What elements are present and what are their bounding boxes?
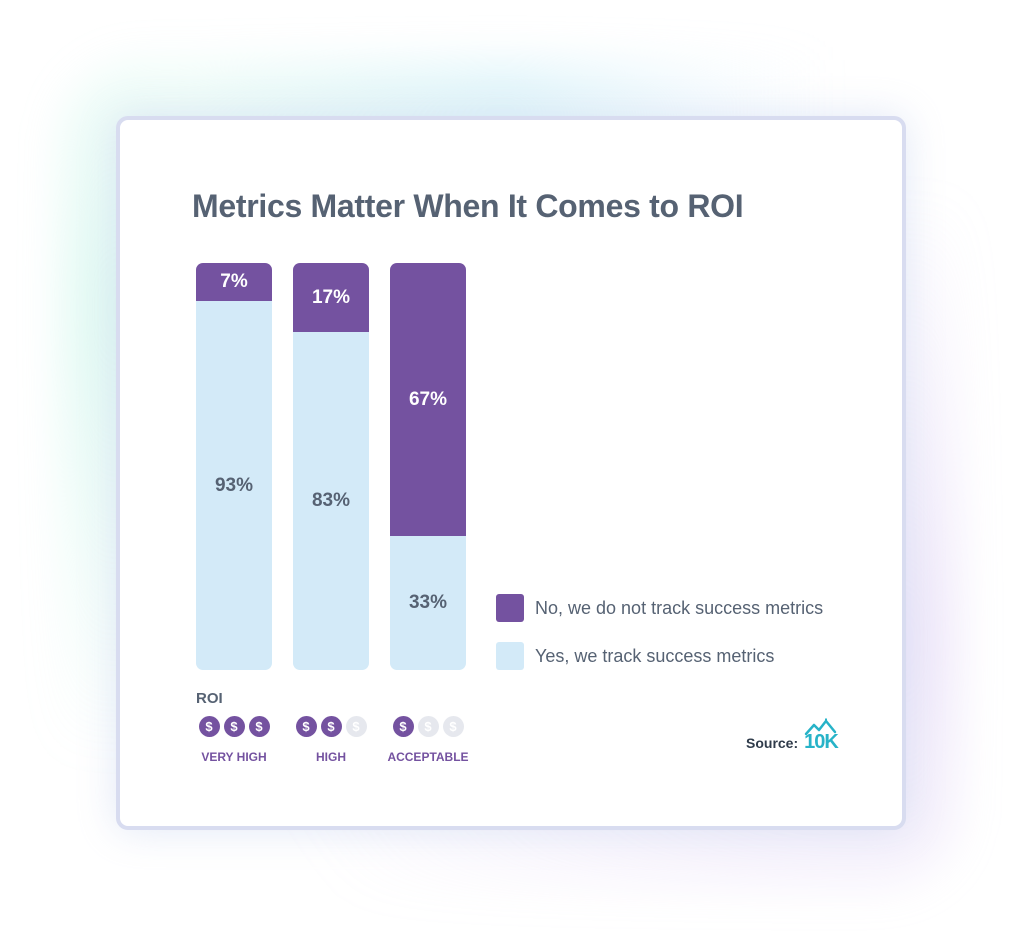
roi-rating: $ $ $ bbox=[293, 716, 369, 737]
dollar-coin-icon: $ bbox=[345, 716, 367, 737]
legend-label-yes: Yes, we track success metrics bbox=[535, 645, 775, 666]
category-label: ACCEPTABLE bbox=[387, 750, 469, 764]
dollar-coin-icon: $ bbox=[392, 716, 414, 737]
mountain-house-icon bbox=[804, 718, 837, 736]
bar-segment-no: 17% bbox=[293, 263, 369, 332]
roi-rating: $ $ $ bbox=[390, 716, 466, 737]
bar-stack: 7% 93% bbox=[196, 263, 272, 670]
logo-text: 10K bbox=[804, 731, 839, 753]
bar-segment-yes: 93% bbox=[196, 301, 272, 670]
dollar-coin-icon: $ bbox=[417, 716, 439, 737]
bar-stack: 67% 33% bbox=[390, 263, 466, 670]
legend-swatch-no bbox=[496, 594, 524, 622]
category-label: HIGH bbox=[316, 750, 346, 764]
bar-segment-no: 7% bbox=[196, 263, 272, 301]
roi-label: ROI bbox=[196, 690, 223, 707]
legend-item-yes: Yes, we track success metrics bbox=[496, 642, 774, 670]
legend-swatch-yes bbox=[496, 642, 524, 670]
roi-rating: $ $ $ bbox=[196, 716, 272, 737]
dollar-coin-icon: $ bbox=[320, 716, 342, 737]
dollar-coin-icon: $ bbox=[442, 716, 464, 737]
dollar-coin-icon: $ bbox=[248, 716, 270, 737]
data-label-no: 67% bbox=[408, 388, 448, 410]
data-label-no: 17% bbox=[311, 286, 351, 308]
bar-stack: 17% 83% bbox=[293, 263, 369, 670]
tenk-logo: 10K bbox=[804, 718, 840, 752]
category-label: VERY HIGH bbox=[201, 750, 267, 764]
data-label-yes: 83% bbox=[311, 490, 351, 511]
chart-title: Metrics Matter When It Comes to ROI bbox=[192, 188, 744, 224]
source-credit: Source: 10K bbox=[746, 718, 840, 752]
source-label: Source: bbox=[746, 735, 799, 751]
data-label-yes: 93% bbox=[214, 474, 254, 496]
dollar-coin-icon: $ bbox=[295, 716, 317, 737]
dollar-coin-icon: $ bbox=[198, 716, 220, 737]
legend-item-no: No, we do not track success metrics bbox=[496, 594, 823, 622]
bar-segment-yes: 33% bbox=[390, 536, 466, 670]
bar-segment-no: 67% bbox=[390, 263, 466, 536]
data-label-yes: 33% bbox=[408, 592, 448, 613]
bar-segment-yes: 83% bbox=[293, 332, 369, 670]
data-label-no: 7% bbox=[220, 271, 248, 292]
dollar-coin-icon: $ bbox=[223, 716, 245, 737]
legend-label-no: No, we do not track success metrics bbox=[535, 597, 824, 618]
